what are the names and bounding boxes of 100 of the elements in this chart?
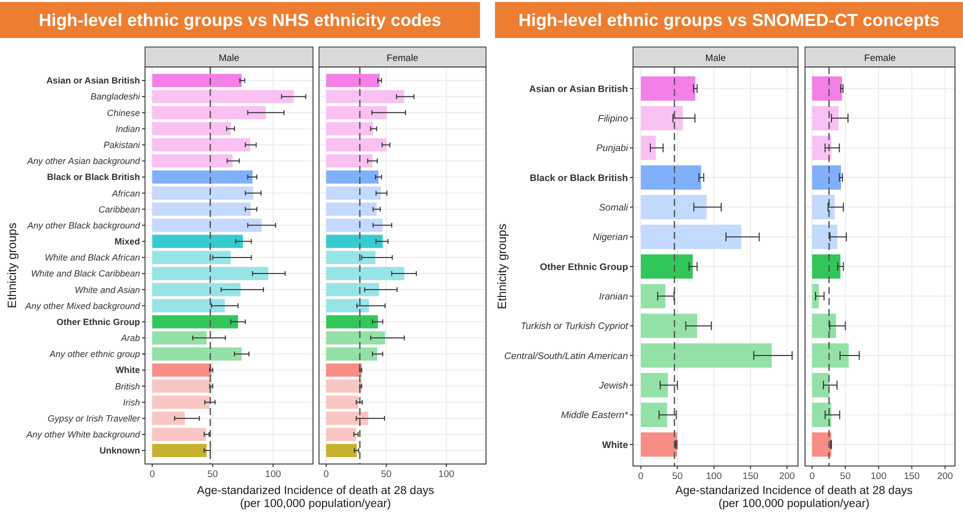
chart-title: High-level ethnic groups vs SNOMED-CT concepts	[518, 10, 940, 30]
y-axis-title: Ethnicity groups	[495, 224, 509, 310]
bar	[152, 315, 238, 328]
bar	[326, 428, 356, 442]
y-tick-label: Mixed	[114, 236, 140, 247]
bar	[326, 380, 362, 393]
bar	[326, 396, 359, 409]
bar	[812, 284, 819, 308]
bar	[326, 170, 378, 184]
bar	[812, 373, 830, 398]
x-tick-label: 0	[809, 471, 815, 482]
bar	[326, 90, 404, 104]
bar	[152, 396, 210, 409]
bar	[326, 331, 386, 344]
x-tick-label: 50	[207, 469, 218, 480]
y-tick-label: Asian or Asian British	[529, 84, 628, 95]
bar	[326, 412, 368, 425]
y-tick-label: Any other ethnic group	[48, 349, 140, 360]
y-tick-label: Unknown	[100, 446, 140, 456]
y-axis-title: Ethnicity groups	[5, 222, 19, 308]
bar	[152, 74, 242, 88]
bar	[640, 402, 668, 427]
y-tick-label: Any other Mixed background	[24, 300, 141, 311]
x-tick-label: 150	[904, 471, 920, 482]
chart-title: High-level ethnic groups vs NHS ethnicity codes	[38, 10, 442, 30]
bar	[640, 195, 707, 220]
chart-subtitle: Female	[864, 53, 896, 64]
bar	[152, 347, 242, 361]
bar	[640, 254, 693, 279]
y-tick-label: Black or Black British	[530, 172, 628, 184]
bar	[812, 402, 832, 427]
y-tick-label: Turkish or Turkish Cypriot	[520, 321, 628, 332]
y-tick-label: Nigerian	[592, 232, 628, 244]
x-tick-label: 100	[706, 471, 722, 482]
y-tick-label: Middle Eastern*	[560, 410, 628, 422]
x-tick-label: 200	[937, 471, 953, 482]
y-tick-label: Chinese	[106, 108, 140, 118]
bar	[326, 74, 380, 88]
bar	[640, 76, 696, 101]
bar	[152, 202, 251, 216]
chart-subtitle: Male	[218, 53, 240, 64]
bar	[812, 106, 839, 130]
bar	[326, 266, 404, 280]
y-tick-label: White	[602, 440, 628, 451]
x-tick-label: 50	[672, 471, 683, 482]
bar	[152, 170, 253, 184]
bar	[152, 266, 268, 280]
y-tick-label: White and Black Caribbean	[30, 268, 140, 279]
y-tick-label: Somali	[598, 202, 629, 214]
y-tick-label: Bangladeshi	[90, 92, 141, 102]
bar	[812, 432, 832, 457]
bar	[326, 283, 380, 296]
x-tick-label: 50	[380, 469, 392, 480]
y-tick-label: Asian or Asian British	[46, 76, 140, 86]
bar	[326, 186, 381, 200]
bar	[640, 136, 656, 160]
bar	[640, 224, 742, 249]
y-tick-label: White and Asian	[74, 284, 140, 295]
y-tick-label: Punjabi	[596, 143, 629, 154]
y-tick-label: Jewish	[598, 380, 628, 392]
bar	[640, 165, 702, 190]
bar	[640, 284, 666, 308]
chart-subtitle: Female	[386, 53, 418, 64]
bar	[326, 444, 357, 458]
bar	[152, 90, 294, 104]
y-tick-label: Gypsy or Irish Traveller	[48, 413, 141, 424]
bar	[812, 224, 838, 249]
y-tick-label: Indian	[115, 124, 140, 134]
bar	[640, 106, 683, 130]
bar	[326, 234, 383, 248]
bar	[326, 363, 362, 377]
bar	[640, 432, 678, 457]
bar	[640, 373, 668, 398]
y-tick-label: Other Ethnic Group	[56, 316, 140, 327]
bar	[640, 314, 698, 338]
y-tick-label: Irish	[122, 397, 140, 408]
bar	[326, 347, 378, 361]
bar	[152, 363, 212, 377]
x-tick-label: 0	[150, 469, 155, 480]
bar	[152, 299, 225, 312]
bar	[812, 343, 849, 368]
y-tick-label: White	[116, 365, 140, 376]
y-tick-label: Central/South/Latin American	[504, 350, 628, 362]
bar	[812, 195, 835, 220]
bar	[326, 202, 377, 216]
x-tick-label: 0	[324, 469, 329, 480]
x-tick-label: 200	[779, 471, 795, 482]
bar	[326, 299, 369, 312]
y-tick-label: Filipino	[598, 113, 628, 124]
y-tick-label: Arab	[120, 333, 140, 344]
y-tick-label: White and Black African	[44, 252, 140, 263]
x-axis-title: Age-standarized Incidence of death at 28 days (per 100,000 population/year)	[675, 485, 913, 510]
y-tick-label: Caribbean	[98, 204, 140, 214]
bar	[152, 122, 231, 136]
bar	[152, 218, 262, 232]
bar	[812, 136, 832, 160]
x-axis-title: Age-standarized Incidence of death at 28 days (per 100,000 population/year)	[196, 485, 434, 510]
bar	[152, 380, 212, 393]
x-tick-label: 100	[870, 471, 886, 482]
bar	[152, 283, 240, 296]
